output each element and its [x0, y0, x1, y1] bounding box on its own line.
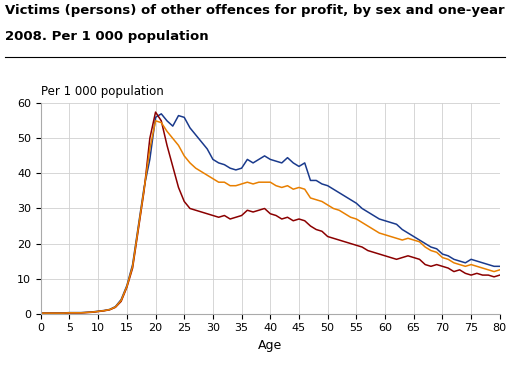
Females [456, 268, 462, 272]
Females [416, 257, 422, 262]
X-axis label: Age: Age [258, 339, 282, 352]
Text: 2008. Per 1 000 population: 2008. Per 1 000 population [5, 30, 208, 42]
Line: Females: Females [41, 112, 499, 313]
Both sexes [152, 119, 158, 123]
Males [381, 218, 387, 223]
Both sexes [38, 311, 44, 315]
Females [38, 311, 44, 315]
Females [152, 110, 158, 114]
Males [158, 111, 164, 116]
Females [381, 254, 387, 258]
Line: Males: Males [41, 114, 499, 313]
Males [416, 238, 422, 242]
Males [38, 311, 44, 315]
Males [496, 264, 502, 269]
Both sexes [330, 206, 336, 211]
Males [456, 259, 462, 263]
Text: Per 1 000 population: Per 1 000 population [41, 85, 163, 98]
Both sexes [456, 262, 462, 267]
Both sexes [416, 239, 422, 244]
Both sexes [439, 255, 445, 260]
Males [295, 164, 301, 169]
Both sexes [496, 268, 502, 272]
Both sexes [295, 185, 301, 190]
Males [439, 252, 445, 256]
Both sexes [381, 232, 387, 237]
Females [330, 236, 336, 241]
Legend: Males, Females, Both sexes: Males, Females, Both sexes [81, 366, 459, 369]
Line: Both sexes: Both sexes [41, 121, 499, 313]
Females [295, 217, 301, 221]
Females [439, 264, 445, 269]
Text: Victims (persons) of other offences for profit, by sex and one-year age group.: Victims (persons) of other offences for … [5, 4, 509, 17]
Males [330, 187, 336, 192]
Females [496, 273, 502, 277]
